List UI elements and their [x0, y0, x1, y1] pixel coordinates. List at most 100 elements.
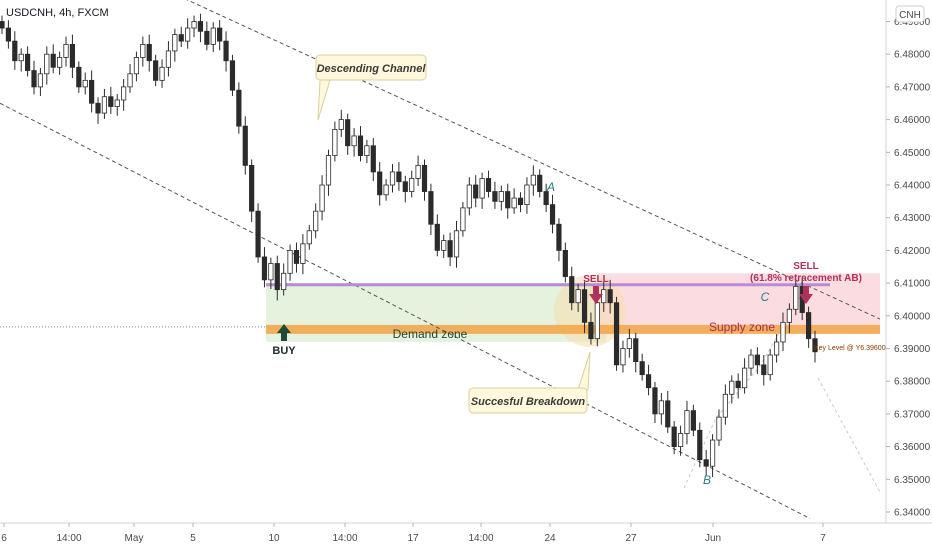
candle-body	[780, 321, 786, 343]
candle-body	[121, 86, 127, 101]
price-tick-label: 6.34000	[894, 508, 931, 519]
candle-body	[101, 96, 108, 114]
candle-body	[581, 289, 588, 323]
time-tick-label: 14:00	[56, 533, 81, 544]
price-tick-label: 6.37000	[894, 409, 931, 420]
candle-body	[716, 416, 722, 441]
time-tick-label: 14:00	[332, 533, 357, 544]
candle-body	[524, 184, 530, 206]
candle-body	[665, 400, 671, 428]
candle-body	[281, 272, 287, 291]
key-level-band	[266, 324, 880, 334]
demand-zone-label: Demand zone	[393, 327, 468, 341]
candle-body	[229, 60, 236, 91]
candle-body	[505, 191, 511, 209]
candle-body	[652, 387, 658, 415]
price-tick-label: 6.35000	[894, 475, 931, 486]
candle-body	[460, 207, 466, 232]
candle-body	[5, 27, 12, 42]
time-axis[interactable]: 6 14:00 May 5 10 14:00 17 14:00 24 27 Jun 7	[1, 523, 826, 544]
candle-body	[108, 96, 114, 107]
candle-body	[441, 240, 447, 251]
time-tick-label: 14:00	[468, 533, 493, 544]
candle-body	[82, 79, 88, 88]
candle-body	[543, 191, 549, 206]
candle-body	[325, 155, 332, 186]
price-tick-label: 6.44000	[894, 181, 931, 192]
candle-body	[428, 191, 434, 225]
zones-layer	[266, 273, 880, 347]
currency-badge-label: CNH	[899, 10, 921, 21]
price-axis[interactable]: 6.490006.480006.470006.460006.450006.440…	[886, 17, 931, 519]
candle-body	[69, 43, 76, 68]
channel-upper-line	[186, 0, 881, 320]
candle-body	[370, 145, 376, 173]
price-tick-label: 6.46000	[894, 115, 931, 126]
candle-body	[345, 119, 351, 147]
candle-body	[594, 302, 600, 340]
currency-badge[interactable]	[895, 5, 925, 23]
overlay-layer	[277, 286, 813, 341]
time-tick-label: 7	[820, 533, 826, 544]
candle-body	[95, 102, 101, 114]
candle-body	[537, 174, 543, 192]
candle-body	[812, 338, 818, 353]
candle-body	[197, 21, 204, 32]
sell-label-2-sub: (61.8% retracement AB)	[750, 273, 862, 284]
candle-body	[165, 50, 172, 68]
candle-body	[178, 34, 184, 42]
price-tick-label: 6.38000	[894, 377, 931, 388]
channel-lower-line	[0, 102, 811, 519]
time-tick-label: 6	[1, 533, 7, 544]
candle-body	[485, 178, 492, 192]
candle-body	[114, 99, 120, 107]
candle-body	[729, 380, 735, 395]
candle-body	[492, 191, 498, 202]
candle-body	[249, 164, 255, 212]
candle-body	[511, 197, 517, 209]
breakdown-callout: Succesful Breakdown	[468, 351, 591, 414]
candle-body	[620, 348, 626, 366]
candle-body	[741, 367, 748, 389]
candle-body	[498, 191, 504, 202]
candle-body	[671, 426, 677, 448]
candle-body	[153, 60, 159, 81]
sell-label-1: SELL	[583, 274, 609, 285]
candle-body	[351, 135, 357, 147]
candle-body	[735, 380, 741, 389]
candle-body	[773, 341, 780, 356]
candle-body	[748, 354, 754, 369]
candle-body	[709, 439, 716, 467]
candle-body	[236, 89, 242, 127]
price-tick-label: 6.41000	[894, 279, 931, 290]
candle-body	[364, 145, 370, 156]
candle-body	[761, 364, 767, 376]
sell-label-2: SELL	[793, 261, 819, 272]
candle-body	[255, 210, 261, 258]
candle-body	[415, 164, 421, 179]
time-tick-label: 10	[268, 533, 280, 544]
down-arrow-icon	[799, 286, 813, 304]
candle-body	[159, 66, 165, 81]
time-tick-label: 5	[190, 533, 196, 544]
candle-body	[601, 289, 607, 304]
supply-zone	[598, 273, 880, 333]
candle-body	[293, 249, 300, 264]
candle-body	[626, 338, 632, 349]
candle-body	[677, 433, 684, 447]
candle-body	[697, 429, 703, 461]
price-tick-label: 6.36000	[894, 442, 931, 453]
price-tick-label: 6.40000	[894, 311, 931, 322]
price-tick-label: 6.39000	[894, 344, 931, 355]
candle-body	[217, 27, 223, 42]
time-tick-label: 27	[625, 533, 637, 544]
candle-body	[383, 184, 389, 196]
candle-body	[453, 230, 460, 258]
candle-body	[57, 57, 63, 68]
candle-body	[556, 223, 562, 251]
time-tick-label: 24	[544, 533, 556, 544]
candle-body	[389, 171, 396, 186]
candle-body	[127, 73, 133, 88]
